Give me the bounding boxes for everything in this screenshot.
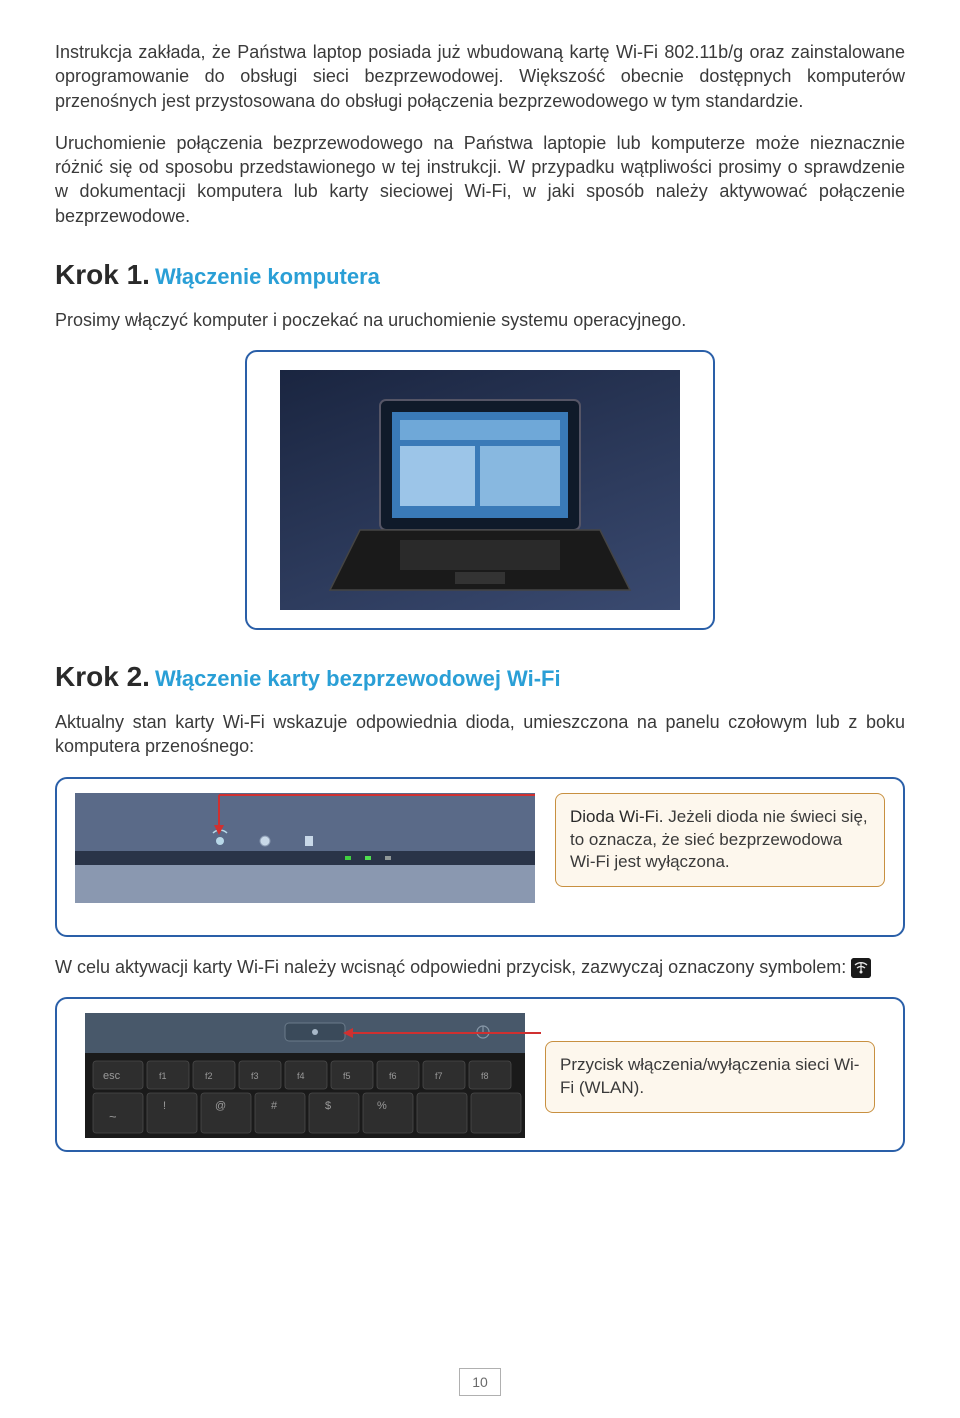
intro-paragraph-2: Uruchomienie połączenia bezprzewodowego … <box>55 131 905 228</box>
callout-wifi-led: Dioda Wi-Fi. Jeżeli dioda nie świeci się… <box>555 793 885 888</box>
svg-text:f8: f8 <box>481 1071 489 1081</box>
page-number: 10 <box>459 1368 501 1396</box>
svg-text:~: ~ <box>109 1109 117 1124</box>
activation-paragraph: W celu aktywacji karty Wi-Fi należy wcis… <box>55 955 905 979</box>
wifi-symbol-icon <box>851 958 871 978</box>
svg-text:f6: f6 <box>389 1071 397 1081</box>
svg-text:f5: f5 <box>343 1071 351 1081</box>
intro-paragraph-1: Instrukcja zakłada, że Państwa laptop po… <box>55 40 905 113</box>
callout-wifi-button: Przycisk włączenia/wyłączenia sieci Wi-F… <box>545 1041 875 1113</box>
svg-text:%: % <box>377 1100 387 1112</box>
svg-text:#: # <box>271 1100 278 1112</box>
svg-text:f2: f2 <box>205 1071 213 1081</box>
step-1-title: Włączenie komputera <box>155 264 380 289</box>
illustration-box-led-panel: Dioda Wi-Fi. Jeżeli dioda nie świeci się… <box>55 777 905 937</box>
svg-text:$: $ <box>325 1100 331 1112</box>
activation-text-pre: W celu aktywacji karty Wi-Fi należy wcis… <box>55 957 405 977</box>
step-2-body: Aktualny stan karty Wi-Fi wskazuje odpow… <box>55 710 905 759</box>
led-panel-image <box>75 793 535 903</box>
svg-text:f4: f4 <box>297 1071 305 1081</box>
step-1-number: Krok 1. <box>55 259 150 290</box>
laptop-image <box>280 370 680 610</box>
illustration-box-laptop <box>245 350 715 630</box>
step-2-title: Włączenie karty bezprzewodowej Wi-Fi <box>155 666 561 691</box>
step-1-body: Prosimy włączyć komputer i poczekać na u… <box>55 308 905 332</box>
callout-wifi-led-title: Dioda Wi-Fi. <box>570 807 664 826</box>
step-1-heading: Krok 1. Włączenie komputera <box>55 256 905 294</box>
svg-text:f1: f1 <box>159 1071 167 1081</box>
step-2-heading: Krok 2. Włączenie karty bezprzewodowej W… <box>55 658 905 696</box>
activation-text-post: odpowiedni przycisk, zazwyczaj oznaczony… <box>405 957 851 977</box>
svg-text:esc: esc <box>103 1070 121 1082</box>
keyboard-image: esc f1 f2 f3 f4 f5 f6 f7 f8 ~ ! @ # $ % <box>85 1013 525 1138</box>
step-2-number: Krok 2. <box>55 661 150 692</box>
svg-text:@: @ <box>215 1100 226 1112</box>
svg-text:f7: f7 <box>435 1071 443 1081</box>
illustration-box-keyboard: esc f1 f2 f3 f4 f5 f6 f7 f8 ~ ! @ # $ % … <box>55 997 905 1152</box>
led-panel-area <box>75 793 535 923</box>
keyboard-area: esc f1 f2 f3 f4 f5 f6 f7 f8 ~ ! @ # $ % <box>85 1013 525 1138</box>
svg-text:f3: f3 <box>251 1071 259 1081</box>
svg-text:!: ! <box>163 1100 166 1112</box>
callout-wifi-button-body: Przycisk włączenia/wyłączenia sieci Wi-F… <box>560 1055 859 1097</box>
